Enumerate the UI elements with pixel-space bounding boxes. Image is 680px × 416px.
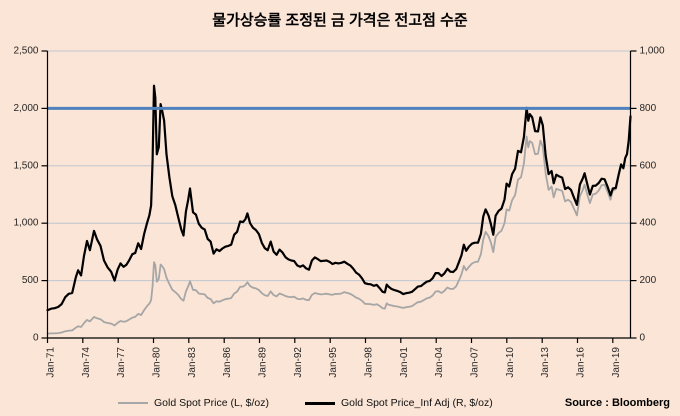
x-axis-tick-label: Jan-92	[293, 347, 304, 378]
y-axis-right-tick-label: 1,000	[640, 46, 665, 57]
legend-label-gold-spot: Gold Spot Price (L, $/oz)	[154, 397, 269, 409]
legend-label-inflation-adjusted: Gold Spot Price_Inf Adj (R, $/oz)	[340, 397, 493, 409]
inflation-adjusted-series	[46, 84, 632, 312]
x-axis-tick-label: Jan-86	[222, 347, 233, 378]
legend-item-inflation-adjusted: Gold Spot Price_Inf Adj (R, $/oz)	[304, 397, 493, 409]
y-axis-right-tick-label: 200	[640, 275, 657, 286]
y-axis-left: 0 500 1,000 1,500 2,000 2,500	[13, 46, 48, 344]
source-attribution: Source : Bloomberg	[564, 397, 670, 409]
x-axis-tick-label: Jan-80	[152, 347, 163, 378]
x-axis-tick-label: Jan-10	[505, 347, 516, 378]
y-axis-left-tick-label: 2,500	[13, 46, 38, 57]
y-axis-right: 0 200 400 600 800 1,000	[630, 46, 665, 344]
chart-legend: Gold Spot Price (L, $/oz) Gold Spot Pric…	[118, 397, 493, 409]
x-axis-tick-label: Jan-71	[46, 347, 57, 378]
y-axis-right-tick-label: 400	[640, 218, 657, 229]
x-axis: Jan-71 Jan-74 Jan-77 Jan-80 Jan-83 Jan-86 Jan-…	[46, 338, 622, 378]
y-axis-right-tick-label: 800	[640, 103, 657, 114]
x-axis-tick-label: Jan-16	[576, 347, 587, 378]
page-title: 물가상승률 조정된 금 가격은 전고점 수준	[212, 12, 468, 29]
x-axis-tick-label: Jan-83	[187, 347, 198, 378]
x-axis-tick-label: Jan-74	[81, 347, 92, 378]
legend-item-gold-spot: Gold Spot Price (L, $/oz)	[118, 397, 269, 409]
x-axis-tick-label: Jan-95	[328, 347, 339, 378]
gold-spot-line-swatch-icon	[118, 402, 148, 404]
x-axis-tick-label: Jan-89	[258, 347, 269, 378]
x-axis-tick-label: Jan-07	[470, 347, 481, 378]
gold-price-chart: 0 500 1,000 1,500 2,000 2,500 0 200 400 600 800 1,0…	[13, 46, 665, 378]
y-axis-left-tick-label: 1,000	[13, 218, 38, 229]
x-axis-tick-label: Jan-19	[611, 347, 622, 378]
inflation-adjusted-line-swatch-icon	[304, 401, 335, 405]
y-axis-left-tick-label: 0	[33, 333, 39, 344]
y-axis-left-tick-label: 1,500	[13, 160, 38, 171]
y-axis-right-tick-label: 0	[640, 333, 646, 344]
x-axis-tick-label: Jan-01	[399, 347, 410, 378]
x-axis-tick-label: Jan-04	[434, 347, 445, 378]
y-axis-left-tick-label: 2,000	[13, 103, 38, 114]
x-axis-tick-label: Jan-77	[116, 347, 127, 378]
gridlines	[47, 50, 631, 282]
x-axis-tick-label: Jan-13	[540, 347, 551, 378]
x-axis-tick-label: Jan-98	[364, 347, 375, 378]
y-axis-right-tick-label: 600	[640, 160, 657, 171]
y-axis-left-tick-label: 500	[22, 275, 39, 286]
axes	[46, 51, 632, 339]
gold-spot-price-series	[46, 115, 632, 335]
